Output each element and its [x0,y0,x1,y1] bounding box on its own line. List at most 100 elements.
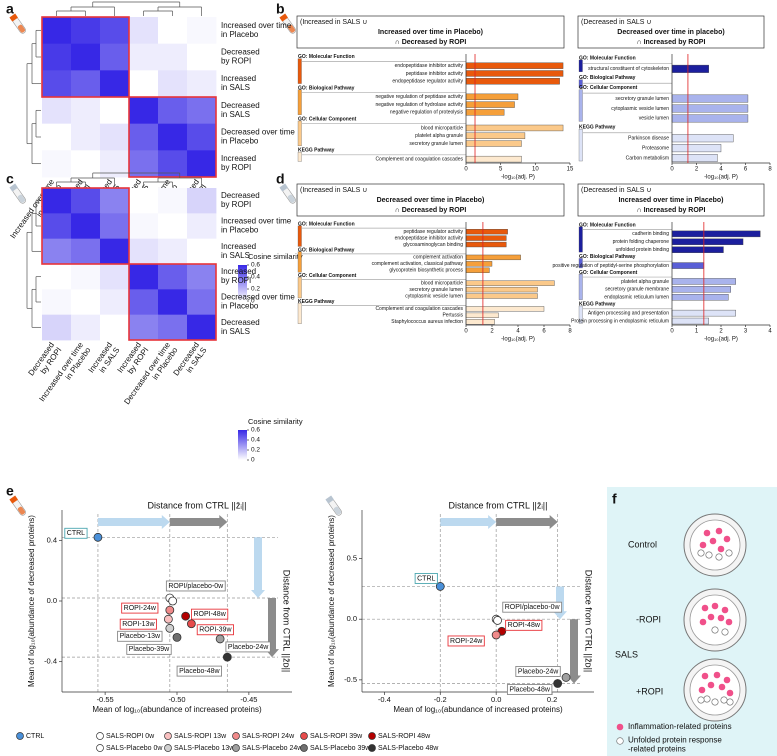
point-label-box [414,572,438,584]
legend-label: SALS-ROPI 48w [378,733,431,740]
heatmap-cell [42,17,72,45]
heatmap-cell [42,238,72,265]
term-label: Proteasome [642,145,669,151]
inflammation-protein [717,545,725,553]
tube-content [17,24,26,33]
inflammation-protein [701,604,709,612]
distance-arrow [169,515,228,529]
cluster-box [41,16,130,98]
bar [671,94,749,103]
heatmap-cell [158,70,188,98]
heatmap-cell [42,123,72,151]
tube-icon [9,495,26,516]
bar [465,286,538,293]
row-label: Decreased in SALS [221,101,260,119]
tube-content [287,194,296,203]
bar [671,134,734,143]
tube-icon [9,13,26,34]
row-label-line: in Placebo [221,302,259,311]
inflammation-protein [698,686,706,694]
bar [671,104,749,113]
heatmap-cell [100,213,130,240]
term-label: glycosaminoglycan binding [403,242,463,248]
row-label-line: Increased over time [221,21,292,30]
term-label: cytoplasmic vesicle lumen [405,293,463,299]
bar [671,144,722,153]
panel-label: f [612,491,617,507]
point-label-box [502,601,563,613]
heatmap-cell [71,70,101,98]
heatmap-cell [129,97,159,125]
heatmap-cell [100,97,130,125]
y-tick-label: -0.5 [344,675,357,684]
row-label: Decreased by ROPI [221,48,260,66]
distance-arrow [97,515,170,529]
inflammation-protein [718,683,726,691]
legend-label: SALS-ROPI 13w [174,733,227,740]
y-tick-label: 0.4 [47,535,57,544]
x-axis-label: Mean of log₁₀(abundance of increased pro… [393,705,563,714]
legend-marker [300,732,308,740]
legend-marker [96,732,104,740]
bar [465,312,499,318]
heatmap-cell [158,188,188,214]
legend-marker [232,732,240,740]
heatmap-cell [71,289,101,316]
point-label: ROPI-24w [124,605,157,612]
cluster-box [41,187,130,265]
point-label: Placebo-48w [509,686,550,693]
inflammation-protein [726,689,734,697]
point-label: ROPI-24w [450,638,483,645]
row-label-line: by ROPI [221,276,251,285]
term-label: unfolded protein binding [616,247,670,253]
section-strip [297,277,302,299]
schematic-legend-line: -related proteins [628,745,686,754]
term-label: Parkinson disease [628,136,669,142]
colorbar-tick-label: 0.4 [251,274,260,281]
heatmap-cell [100,43,130,71]
row-label-line: in SALS [221,83,250,92]
legend-label: SALS-ROPI 0w [106,733,155,740]
heatmap-cell [71,97,101,125]
title-box [577,15,765,49]
bar [465,267,490,273]
upr-protein [711,626,719,634]
bar [671,246,724,253]
point-label-box [191,608,229,620]
x-tick-label: 0.0 [491,695,501,704]
row-label-line: in Placebo [221,226,259,235]
row-label-line: Decreased over time [221,293,295,302]
heatmap-cell [187,264,217,290]
x-tick-label: 8 [568,329,572,335]
heatmap-cell [187,70,217,98]
point-label: ROPI-13w [122,621,155,628]
x-tick-label: 10 [532,167,539,173]
chart-title: Decreased over time in Placebo) [377,197,485,204]
heatmap-cell [42,43,72,71]
upr-protein [721,628,729,636]
x-tick-label: 4 [516,329,520,335]
heatmap-cell [42,188,72,214]
data-point [215,634,225,644]
row-label: Increased in SALS [221,74,256,92]
term-label: Antigen processing and presentation [588,310,669,316]
row-label: Increased in SALS [221,242,256,260]
section-strip [297,225,302,247]
inflammation-protein [703,529,711,537]
legend-label: SALS-Placebo 48w [378,745,439,752]
bar [671,154,718,163]
x-tick-label: 5 [499,167,503,173]
data-point [222,652,232,662]
heatmap-cell [129,264,159,290]
heatmap-cell [42,70,72,98]
section-header: GO: Biological Pathway [298,85,355,91]
upr-protein [703,695,711,703]
schematic-label: SALS [615,649,638,659]
term-label: peptidase regulator activity [404,229,464,235]
tube-icon [325,495,342,516]
data-point [93,532,103,542]
bar [465,109,505,116]
point-label-box [126,643,172,655]
heatmap-cell [71,238,101,265]
tube-cap [325,495,335,504]
